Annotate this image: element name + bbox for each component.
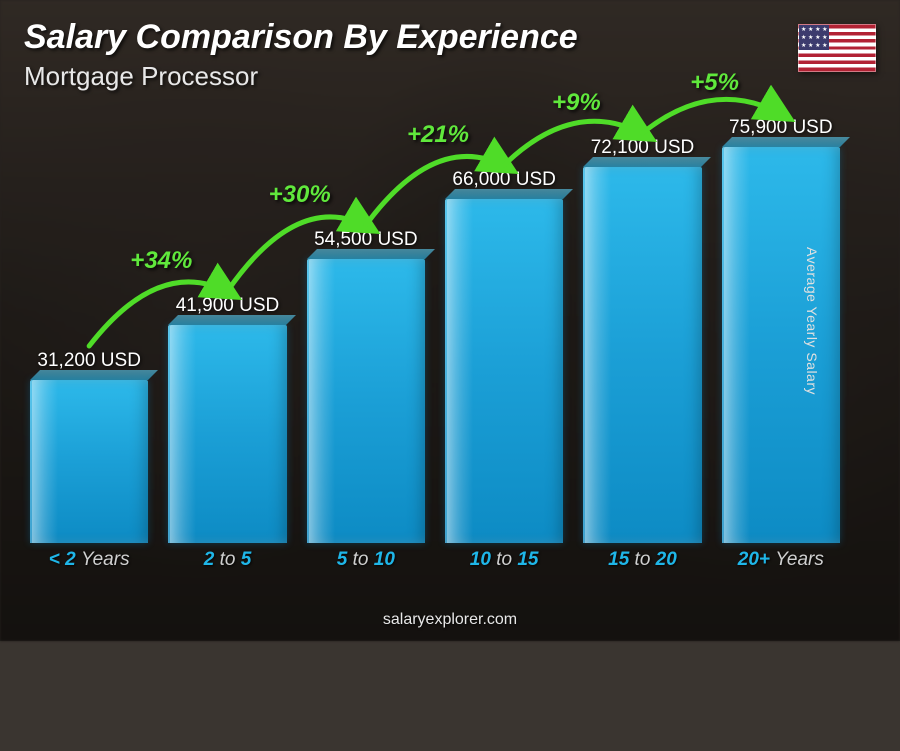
percent-increase-label: +30% xyxy=(269,181,331,209)
us-flag-icon xyxy=(798,24,876,72)
percent-increase-label: +34% xyxy=(130,247,192,275)
percent-increase-label: +21% xyxy=(407,121,469,149)
footer-attribution: salaryexplorer.com xyxy=(0,611,900,629)
header: Salary Comparison By Experience Mortgage… xyxy=(24,18,876,92)
percent-increase-label: +9% xyxy=(552,89,601,117)
salary-bar-chart: 31,200 USD41,900 USD54,500 USD66,000 USD… xyxy=(30,110,840,571)
increase-arrow-icon xyxy=(30,110,900,751)
page-title: Salary Comparison By Experience xyxy=(24,18,876,57)
y-axis-label: Average Yearly Salary xyxy=(804,247,820,395)
page-subtitle: Mortgage Processor xyxy=(24,61,876,92)
